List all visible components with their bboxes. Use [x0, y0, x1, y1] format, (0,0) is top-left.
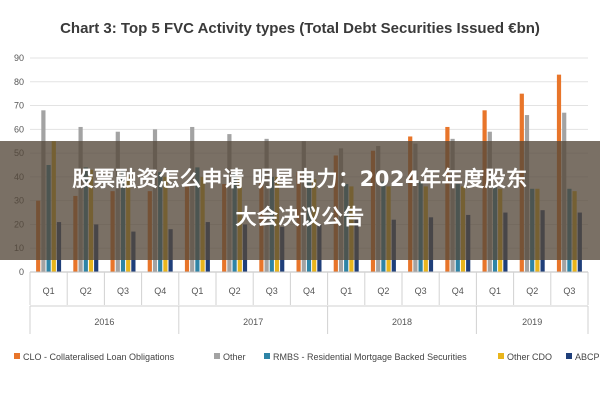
legend-swatch [214, 353, 220, 359]
y-tick-label: 90 [14, 53, 24, 63]
legend-label: Other CDO [507, 352, 552, 362]
x-tick-label: Q1 [191, 286, 203, 296]
x-tick-label: Q4 [303, 286, 315, 296]
overlay-line-2: 大会决议公告 [235, 205, 365, 229]
x-tick-label: Q1 [489, 286, 501, 296]
x-tick-label: Q3 [563, 286, 575, 296]
legend-swatch [14, 353, 20, 359]
x-tick-label: Q3 [117, 286, 129, 296]
x-tick-label: Q1 [340, 286, 352, 296]
legend-swatch [566, 353, 572, 359]
x-tick-label: Q4 [154, 286, 166, 296]
x-tick-label: Q4 [452, 286, 464, 296]
x-tick-label: Q3 [266, 286, 278, 296]
x-tick-label: Q3 [415, 286, 427, 296]
x-tick-label: Q1 [43, 286, 55, 296]
x-tick-label: Q2 [229, 286, 241, 296]
y-tick-label: 70 [14, 101, 24, 111]
overlay-line-1: 股票融资怎么申请 明星电力：2024年年度股东 [72, 167, 528, 191]
legend-swatch [264, 353, 270, 359]
x-group-label: 2017 [243, 317, 263, 327]
legend-swatch [498, 353, 504, 359]
x-tick-label: Q2 [80, 286, 92, 296]
x-group-label: 2019 [522, 317, 542, 327]
y-tick-label: 60 [14, 124, 24, 134]
y-tick-label: 0 [19, 267, 24, 277]
legend: CLO - Collateralised Loan Obligations Oth… [14, 352, 600, 362]
overlay-banner [0, 141, 600, 260]
legend-label: ABCP [575, 352, 600, 362]
x-group-label: 2016 [94, 317, 114, 327]
x-group-label: 2018 [392, 317, 412, 327]
x-tick-label: Q2 [526, 286, 538, 296]
y-tick-label: 80 [14, 77, 24, 87]
legend-label: RMBS - Residential Mortgage Backed Secur… [273, 352, 467, 362]
x-tick-label: Q2 [377, 286, 389, 296]
legend-label: CLO - Collateralised Loan Obligations [23, 352, 175, 362]
legend-label: Other [223, 352, 246, 362]
overlay-caption: 股票融资怎么申请 明星电力：2024年年度股东 大会决议公告 [0, 160, 600, 236]
chart-title: Chart 3: Top 5 FVC Activity types (Total… [60, 20, 540, 37]
